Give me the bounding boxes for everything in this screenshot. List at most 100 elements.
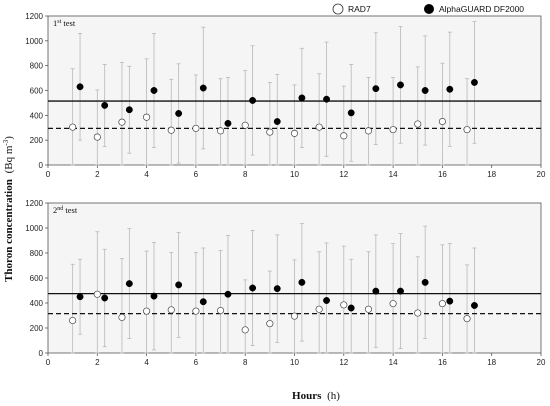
rad7-point: [290, 129, 299, 137]
rad7-point: [241, 326, 249, 334]
rad7-point: [389, 300, 397, 308]
y-tick-label: 1000: [25, 37, 43, 46]
x-tick-label: 10: [290, 358, 299, 367]
x-axis-label-main: Hours: [292, 390, 322, 402]
rad7-point: [389, 126, 397, 134]
rad7-point: [414, 309, 422, 317]
panel-title-rest: test: [61, 18, 76, 28]
x-tick-label: 4: [144, 170, 149, 179]
rad7-point: [93, 133, 101, 141]
x-tick-label: 6: [194, 358, 199, 367]
y-tick-label: 800: [30, 249, 44, 258]
panel-title-rest: test: [63, 205, 78, 215]
rad7-point: [266, 128, 274, 136]
x-tick-label: 8: [243, 170, 248, 179]
rad7-point: [69, 123, 77, 131]
alphaguard-point: [224, 119, 232, 127]
x-axis-label: Hours (h): [292, 390, 340, 402]
y-axis-label-sup: -3: [2, 139, 10, 145]
alphaguard-point: [446, 85, 454, 93]
alphaguard-point: [298, 94, 306, 102]
x-tick-label: 14: [389, 358, 398, 367]
alphaguard-point: [372, 287, 380, 295]
rad7-point: [340, 301, 348, 309]
rad7-point: [241, 121, 249, 129]
rad7-point: [143, 307, 151, 315]
rad7-point: [463, 315, 471, 323]
rad7-point: [438, 300, 446, 308]
rad7-point: [414, 120, 422, 128]
rad7-point: [118, 313, 126, 321]
y-tick-label: 0: [39, 349, 44, 358]
legend-label-rad7: RAD7: [348, 4, 371, 14]
alphaguard-point: [101, 101, 109, 109]
rad7-point: [118, 118, 126, 126]
alphaguard-point: [199, 298, 207, 306]
rad7-point: [340, 132, 348, 140]
rad7-point: [290, 312, 299, 320]
y-tick-label: 400: [30, 111, 44, 120]
alphaguard-point: [347, 109, 355, 117]
x-tick-label: 18: [487, 358, 496, 367]
alphaguard-point: [249, 96, 257, 104]
alphaguard-point: [175, 281, 183, 289]
rad7-point: [364, 127, 373, 135]
alphaguard-point: [224, 290, 232, 298]
x-tick-label: 0: [46, 170, 51, 179]
x-tick-label: 16: [438, 358, 447, 367]
alphaguard-point: [175, 110, 183, 117]
alphaguard-point: [446, 297, 454, 305]
y-tick-label: 1000: [25, 224, 43, 233]
alphaguard-point: [347, 304, 355, 312]
x-axis-label-unit: (h): [327, 390, 340, 402]
rad7-point: [266, 320, 274, 328]
alphaguard-point: [298, 278, 306, 286]
legend-marker-alphaguard: [424, 4, 434, 14]
panel-title-sup: nd: [57, 206, 63, 212]
rad7-point: [167, 126, 175, 134]
x-tick-label: 6: [194, 170, 199, 179]
alphaguard-point: [125, 106, 133, 114]
alphaguard-point: [199, 84, 207, 92]
alphaguard-point: [323, 95, 330, 103]
alphaguard-point: [249, 284, 257, 292]
panel-title: 2nd test: [53, 205, 78, 215]
x-tick-label: 14: [389, 170, 398, 179]
alphaguard-point: [150, 87, 158, 94]
rad7-point: [463, 126, 471, 134]
y-tick-label: 0: [39, 161, 44, 170]
rad7-point: [167, 306, 175, 314]
rad7-point: [364, 305, 373, 313]
rad7-point: [93, 290, 101, 298]
x-tick-label: 2: [95, 170, 100, 179]
x-tick-label: 8: [243, 358, 248, 367]
x-tick-label: 0: [46, 358, 51, 367]
alphaguard-point: [273, 118, 281, 125]
rad7-point: [438, 117, 446, 126]
y-tick-label: 400: [30, 299, 44, 308]
legend: RAD7 AlphaGUARD DF2000: [332, 3, 524, 15]
rad7-point: [143, 113, 151, 121]
x-tick-label: 10: [290, 170, 299, 179]
x-tick-label: 18: [487, 170, 496, 179]
y-tick-label: 1200: [25, 199, 43, 208]
alphaguard-point: [323, 297, 330, 304]
y-axis-label-main: Thoron concentration: [3, 179, 15, 282]
y-axis-label: Thoron concentration (Bq m-3): [2, 136, 15, 282]
x-tick-label: 12: [339, 170, 348, 179]
legend-marker-rad7: [332, 3, 344, 15]
alphaguard-point: [150, 292, 158, 300]
rad7-point: [192, 307, 200, 315]
panel-title: 1st test: [53, 18, 76, 28]
y-tick-label: 200: [30, 136, 44, 145]
alphaguard-point: [397, 287, 404, 295]
alphaguard-point: [273, 285, 281, 293]
y-axis-label-close: ): [3, 136, 15, 140]
x-tick-label: 20: [537, 170, 546, 179]
y-tick-label: 1200: [25, 12, 43, 21]
alphaguard-point: [470, 78, 478, 86]
y-tick-label: 200: [30, 324, 44, 333]
alphaguard-point: [470, 302, 478, 309]
panel-title-main: 1: [53, 18, 57, 28]
alphaguard-point: [421, 87, 429, 94]
